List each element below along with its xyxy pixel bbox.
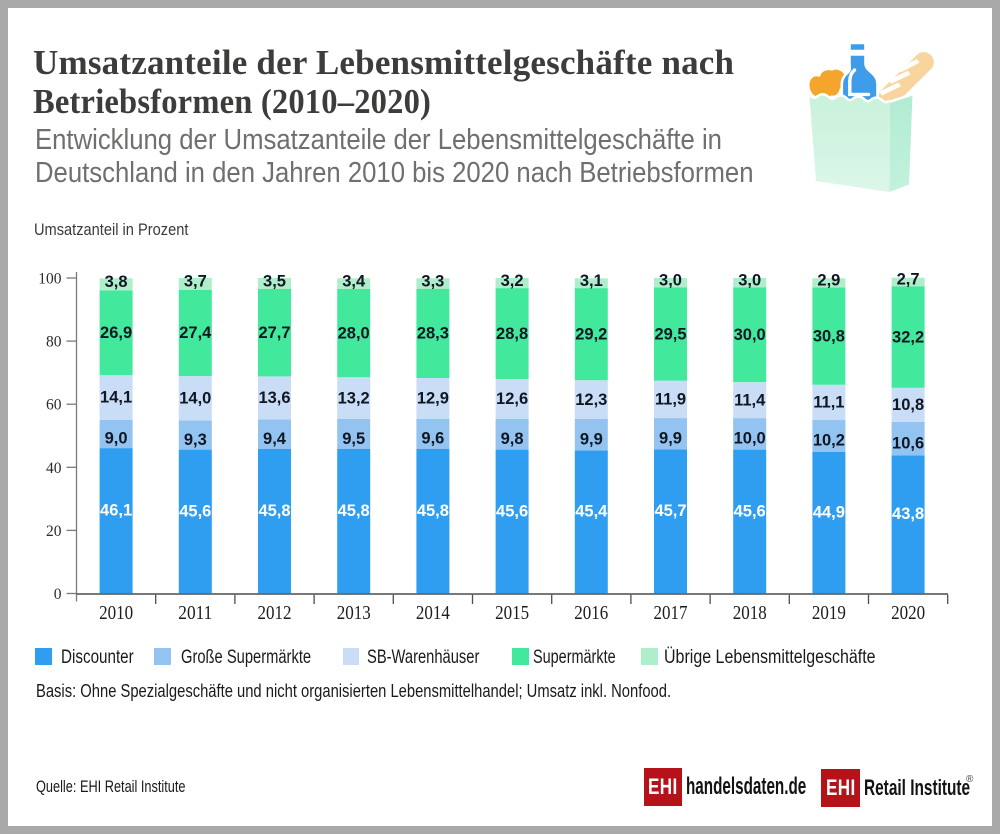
- svg-text:3,0: 3,0: [738, 272, 761, 290]
- svg-text:13,6: 13,6: [258, 389, 290, 407]
- svg-text:26,9: 26,9: [100, 324, 132, 342]
- svg-text:45,4: 45,4: [575, 503, 608, 521]
- svg-text:3,0: 3,0: [659, 272, 682, 290]
- svg-text:28,0: 28,0: [338, 325, 370, 343]
- svg-text:12,6: 12,6: [496, 390, 528, 408]
- svg-text:0: 0: [54, 586, 62, 603]
- svg-text:3,5: 3,5: [263, 272, 286, 290]
- svg-text:12,3: 12,3: [575, 391, 607, 409]
- svg-text:11,4: 11,4: [734, 391, 766, 409]
- svg-text:3,3: 3,3: [421, 272, 444, 290]
- svg-text:46,1: 46,1: [100, 502, 132, 520]
- svg-text:3,7: 3,7: [184, 273, 207, 291]
- svg-text:3,8: 3,8: [105, 273, 128, 291]
- svg-text:43,8: 43,8: [892, 505, 924, 523]
- svg-text:45,6: 45,6: [179, 502, 211, 520]
- svg-text:28,3: 28,3: [417, 325, 449, 343]
- svg-text:14,1: 14,1: [100, 389, 132, 407]
- svg-text:2017: 2017: [654, 603, 688, 624]
- svg-text:10,8: 10,8: [892, 396, 924, 414]
- svg-text:27,7: 27,7: [258, 324, 290, 342]
- svg-text:45,8: 45,8: [258, 502, 290, 520]
- svg-text:29,5: 29,5: [654, 325, 686, 343]
- svg-text:100: 100: [38, 271, 62, 288]
- svg-text:45,8: 45,8: [417, 502, 449, 520]
- svg-text:10,0: 10,0: [734, 430, 766, 448]
- svg-text:9,6: 9,6: [421, 430, 444, 448]
- svg-text:30,8: 30,8: [813, 327, 845, 345]
- svg-text:9,9: 9,9: [580, 430, 603, 448]
- svg-text:9,0: 9,0: [105, 430, 128, 448]
- svg-text:2016: 2016: [574, 603, 608, 624]
- svg-text:80: 80: [46, 334, 62, 351]
- svg-text:45,6: 45,6: [734, 502, 766, 520]
- svg-text:45,7: 45,7: [654, 502, 686, 520]
- svg-text:20: 20: [46, 523, 62, 540]
- svg-text:44,9: 44,9: [813, 504, 845, 522]
- svg-text:13,2: 13,2: [338, 390, 370, 408]
- svg-text:2010: 2010: [99, 603, 133, 624]
- svg-text:60: 60: [46, 397, 62, 414]
- svg-text:2018: 2018: [733, 603, 767, 624]
- svg-text:3,1: 3,1: [580, 272, 603, 290]
- svg-text:3,2: 3,2: [501, 272, 524, 290]
- svg-text:30,0: 30,0: [734, 326, 766, 344]
- svg-text:28,8: 28,8: [496, 325, 528, 343]
- svg-text:45,8: 45,8: [338, 502, 370, 520]
- svg-text:9,8: 9,8: [501, 430, 524, 448]
- svg-text:3,4: 3,4: [342, 273, 366, 291]
- svg-text:2020: 2020: [891, 603, 925, 624]
- svg-text:2013: 2013: [337, 603, 371, 624]
- svg-text:10,2: 10,2: [813, 432, 845, 450]
- svg-text:32,2: 32,2: [892, 328, 924, 346]
- svg-text:29,2: 29,2: [575, 326, 607, 344]
- svg-text:9,5: 9,5: [342, 430, 365, 448]
- svg-text:27,4: 27,4: [179, 324, 212, 342]
- svg-text:45,6: 45,6: [496, 502, 528, 520]
- svg-text:11,9: 11,9: [655, 391, 686, 409]
- svg-text:2011: 2011: [178, 603, 212, 624]
- svg-text:10,6: 10,6: [892, 434, 924, 452]
- svg-text:2012: 2012: [258, 603, 292, 624]
- svg-text:12,9: 12,9: [417, 390, 449, 408]
- svg-text:40: 40: [46, 460, 62, 477]
- svg-text:2019: 2019: [812, 603, 846, 624]
- svg-text:9,4: 9,4: [263, 430, 287, 448]
- svg-text:14,0: 14,0: [179, 390, 211, 408]
- svg-text:2014: 2014: [416, 603, 450, 624]
- svg-text:11,1: 11,1: [813, 393, 844, 411]
- svg-text:2,9: 2,9: [817, 272, 840, 290]
- svg-text:9,9: 9,9: [659, 430, 682, 448]
- svg-text:2015: 2015: [495, 603, 529, 624]
- svg-text:2,7: 2,7: [897, 271, 920, 289]
- svg-text:9,3: 9,3: [184, 431, 207, 449]
